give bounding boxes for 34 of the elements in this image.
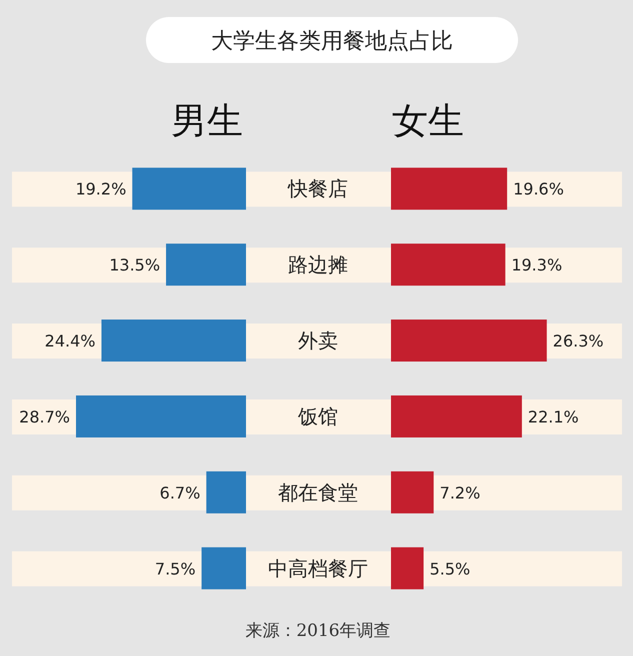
- bar: [202, 547, 246, 590]
- series-label: 女生: [392, 101, 464, 142]
- y-tick-label: 饭馆: [297, 404, 338, 428]
- y-tick-label: 都在食堂: [278, 480, 358, 504]
- bar: [76, 395, 246, 438]
- data-label: 28.7%: [19, 407, 70, 426]
- data-label: 7.2%: [440, 483, 480, 502]
- bar: [391, 547, 424, 590]
- series-label: 男生: [171, 101, 243, 142]
- data-label: 19.6%: [513, 180, 564, 199]
- data-label: 13.5%: [109, 256, 160, 275]
- data-label: 19.3%: [511, 256, 562, 275]
- data-label: 7.5%: [154, 559, 196, 578]
- y-tick-label: 中高档餐厅: [268, 556, 368, 580]
- y-tick-label: 路边摊: [288, 252, 348, 277]
- data-label: 26.3%: [552, 332, 604, 351]
- bar: [132, 168, 246, 210]
- bar: [101, 320, 246, 362]
- bar: [391, 244, 506, 286]
- bar: [391, 168, 508, 210]
- source-note: 来源：2016年调查: [245, 621, 391, 641]
- text: 大学生各类用餐地点占比: [211, 29, 453, 54]
- data-label: 5.5%: [430, 559, 470, 578]
- bar: [391, 471, 434, 514]
- data-label: 22.1%: [528, 407, 579, 426]
- data-label: 6.7%: [160, 483, 200, 502]
- data-label: 24.4%: [44, 332, 96, 351]
- y-tick-label: 快餐店: [287, 176, 348, 201]
- data-label: 19.2%: [75, 180, 126, 199]
- bar: [391, 320, 547, 362]
- y-tick-label: 外卖: [298, 328, 338, 353]
- bar: [206, 471, 246, 514]
- bar: [391, 395, 522, 438]
- bar: [166, 244, 246, 286]
